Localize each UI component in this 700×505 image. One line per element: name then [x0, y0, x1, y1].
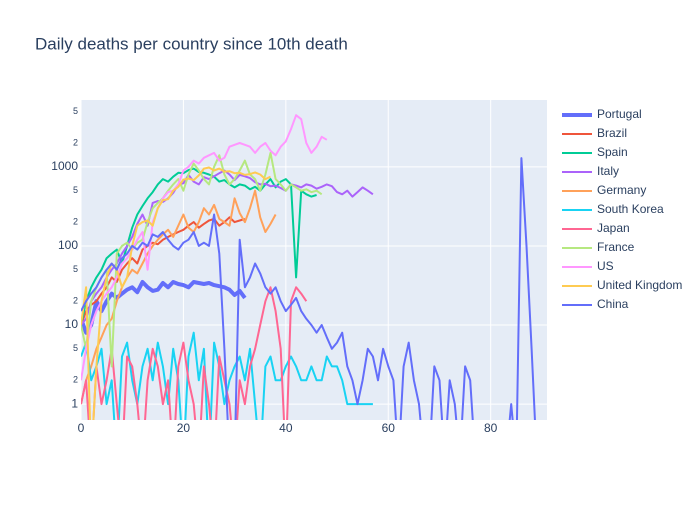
series-line [81, 169, 374, 326]
legend-label: Italy [597, 164, 619, 178]
x-tick-label: 60 [382, 421, 396, 435]
y-tick-label: 2 [73, 137, 78, 147]
legend-label: Portugal [597, 107, 642, 121]
legend-label: Brazil [597, 126, 627, 140]
legend: Portugal Brazil Spain Italy Germany South Kor… [562, 107, 682, 311]
series-line [81, 157, 536, 420]
legend-label: China [597, 297, 629, 311]
y-tick-label: 5 [73, 343, 78, 353]
y-tick-label: 1000 [51, 159, 78, 173]
y-tick-label: 5 [73, 264, 78, 274]
y-tick-label: 100 [58, 238, 78, 252]
legend-label: US [597, 259, 614, 273]
legend-label: United Kingdom [597, 278, 682, 292]
legend-label: Japan [597, 221, 630, 235]
y-tick-label: 5 [73, 185, 78, 195]
y-tick-label: 2 [73, 296, 78, 306]
chart-title: Daily deaths per country since 10th deat… [35, 34, 348, 53]
lines [81, 114, 536, 420]
y-tick-label: 5 [73, 106, 78, 116]
series-line [81, 151, 323, 368]
y-tick-label: 10 [65, 317, 79, 331]
y-tick-label: 2 [73, 375, 78, 385]
x-tick-label: 20 [177, 421, 191, 435]
x-tick-label: 40 [279, 421, 293, 435]
legend-label: South Korea [597, 202, 664, 216]
legend-label: France [597, 240, 635, 254]
legend-label: Spain [597, 145, 628, 159]
axes: 1 2 5 10 2 5 100 2 5 1000 2 5 0 20 40 60 80 [51, 106, 497, 435]
y-tick-label: 1 [71, 396, 78, 410]
x-tick-label: 0 [78, 421, 85, 435]
series-line [81, 114, 328, 381]
x-tick-label: 80 [484, 421, 498, 435]
legend-label: Germany [597, 183, 646, 197]
y-tick-label: 2 [73, 217, 78, 227]
